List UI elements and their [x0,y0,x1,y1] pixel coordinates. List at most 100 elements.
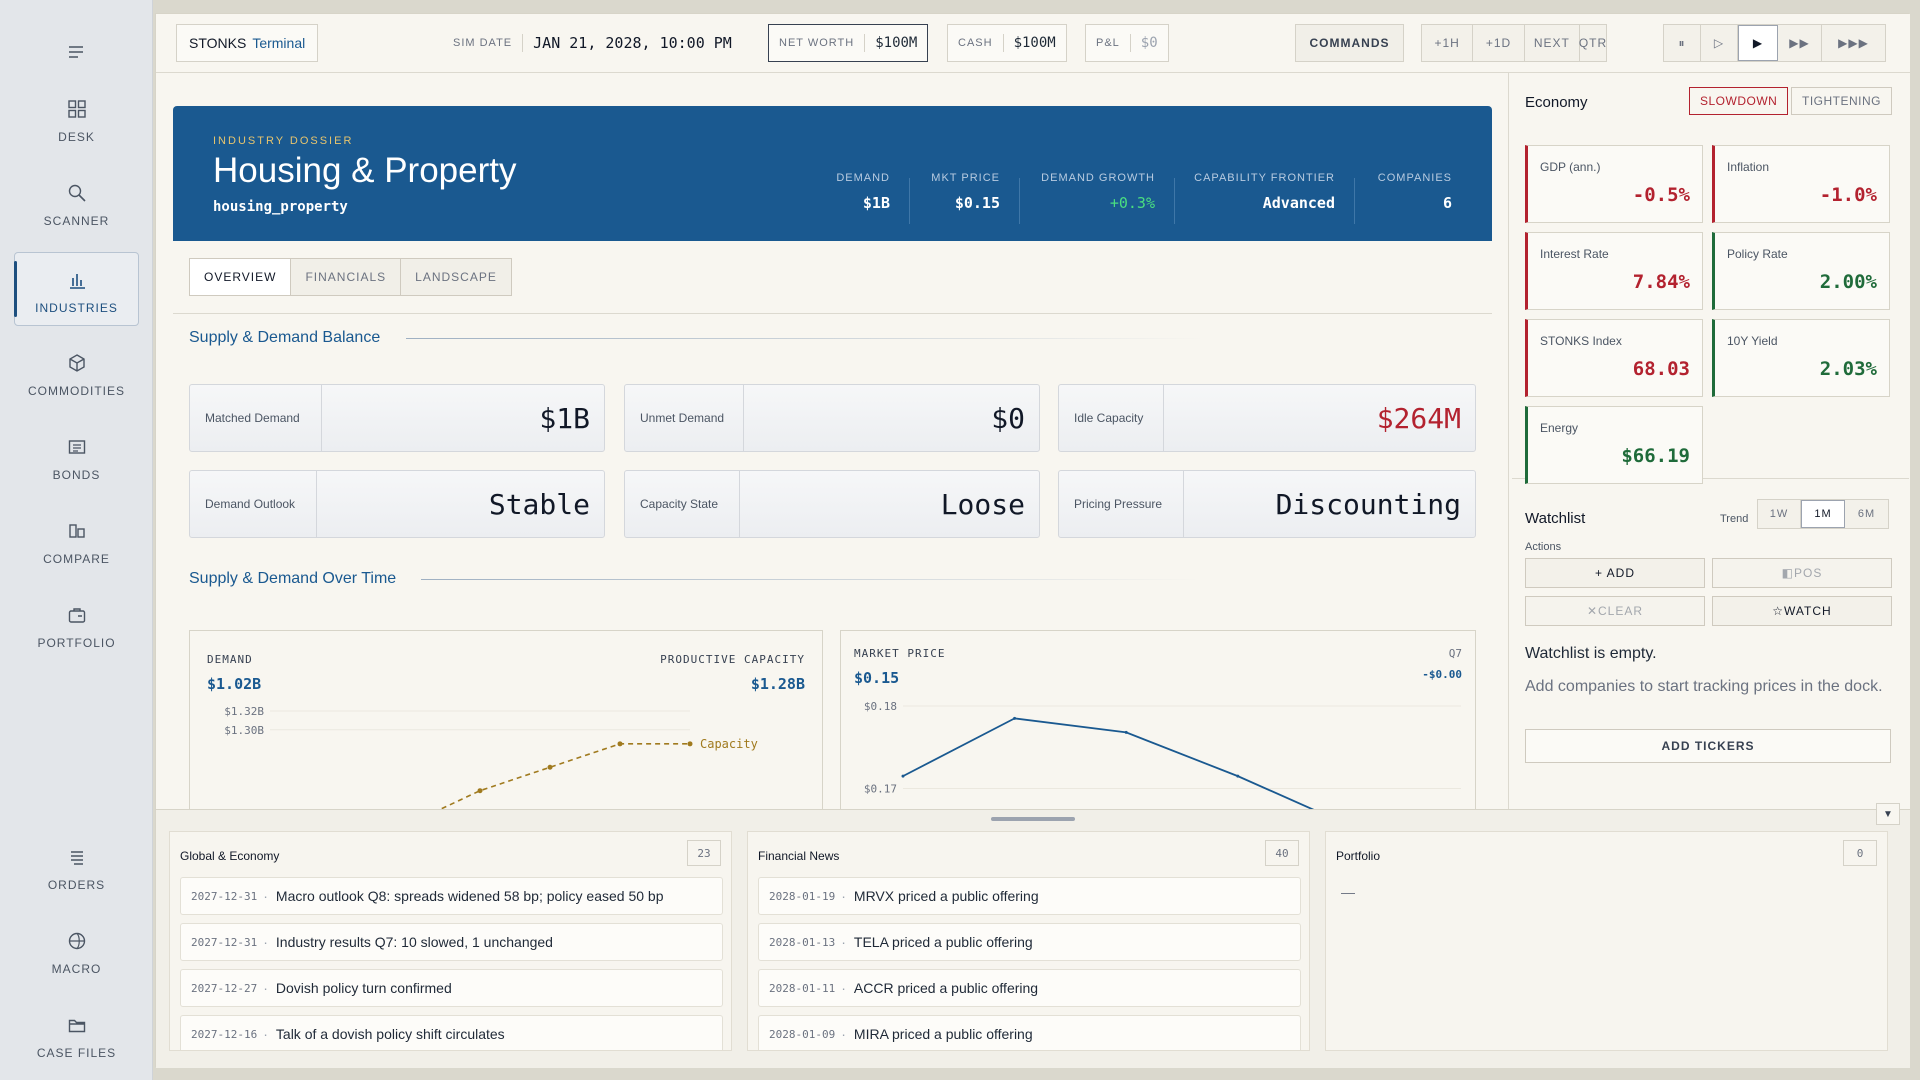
net-worth: NET WORTH $100M [768,24,929,62]
data-point [1236,774,1240,778]
document-icon [14,436,139,458]
news-date: 2028-01-13 [769,935,836,949]
watch-button[interactable]: ☆WATCH [1712,596,1892,626]
stat-label: COMPANIES [1377,172,1452,184]
folder-icon [14,1014,139,1036]
magnifier-icon [14,182,139,204]
news-item[interactable]: 2028-01-11 · ACCR priced a public offering [758,969,1301,1007]
commands-button[interactable]: COMMANDS [1295,24,1404,62]
position-button[interactable]: ◧POS [1712,558,1892,588]
pnl-label: P&L [1096,37,1120,49]
play-button[interactable]: ▶ [1738,25,1778,61]
portfolio-empty: — [1341,884,1355,900]
watchlist-empty-title: Watchlist is empty. [1525,645,1657,662]
data-point [617,741,623,747]
sidebar-item-portfolio[interactable]: PORTFOLIO [14,588,139,662]
step-next-button[interactable]: NEXT [1525,25,1580,61]
sidebar-item-macro[interactable]: MACRO [14,914,139,988]
dossier-eyebrow: INDUSTRY DOSSIER [213,135,354,147]
play-slow-button[interactable]: ▷ [1701,25,1738,61]
metric-value: Discounting [1275,487,1461,521]
tab-landscape[interactable]: LANDSCAPE [415,270,497,284]
metric-idle-capacity: Idle Capacity $264M [1058,384,1476,452]
pause-button[interactable]: ⏸ [1664,25,1701,61]
news-item[interactable]: 2028-01-19 · MRVX priced a public offering [758,877,1301,915]
metric-label: Matched Demand [205,411,300,425]
news-dock: ▼ Global & Economy 23 2027-12-31 · Macro o… [156,803,1910,1068]
news-item[interactable]: 2027-12-16 · Talk of a dovish policy shift… [180,1015,723,1050]
news-item[interactable]: 2027-12-31 · Industry results Q7: 10 slowe… [180,923,723,961]
sidebar-item-scanner[interactable]: SCANNER [14,166,139,240]
chart-plot: $1.32B$1.30B$1.20BCapacity [224,705,758,809]
metric-value: $0 [991,401,1025,435]
econ-label: 10Y Yield [1727,334,1778,348]
clear-button[interactable]: ✕CLEAR [1525,596,1705,626]
fast-button[interactable]: ▶▶ [1778,25,1822,61]
news-item[interactable]: 2028-01-09 · MIRA priced a public offering [758,1015,1301,1050]
column-title: Portfolio [1336,849,1381,863]
econ-card-energy: Energy $66.19 [1525,406,1703,484]
data-point [687,741,693,747]
step-1h-button[interactable]: +1H [1422,25,1474,61]
stat-value: Advanced [1262,194,1335,212]
trend-1w-button[interactable]: 1W [1758,500,1801,528]
menu-icon[interactable] [64,40,88,64]
econ-card-stonks-index: STONKS Index 68.03 [1525,319,1703,397]
y-tick-label: $1.30B [224,724,264,737]
stat-value: +0.3% [1109,194,1155,212]
tab-financials[interactable]: FINANCIALS [291,259,402,295]
dock-resize-handle[interactable] [991,817,1075,821]
sidebar-item-label: INDUSTRIES [35,301,118,315]
metric-value: $1B [539,401,590,435]
news-text: MRVX priced a public offering [853,888,1039,904]
step-1d-button[interactable]: +1D [1473,25,1525,61]
news-column-financial: Financial News 40 2028-01-19 · MRVX priced… [747,831,1310,1051]
metric-unmet-demand: Unmet Demand $0 [624,384,1040,452]
series-label: Capacity [700,737,758,751]
column-count: 0 [1843,840,1877,866]
econ-value: 2.03% [1819,358,1877,380]
fastest-button[interactable]: ▶▶▶ [1838,36,1869,50]
add-button[interactable]: + ADD [1525,558,1705,588]
chart-header-label: DEMAND [207,653,253,666]
collapse-dock-icon[interactable]: ▼ [1876,803,1900,825]
sidebar-item-industries[interactable]: INDUSTRIES [14,252,139,326]
sidebar-item-bonds[interactable]: BONDS [14,420,139,494]
step-qtr-button[interactable]: QTR [1578,36,1608,50]
trend-6m-button[interactable]: 6M [1857,508,1876,520]
sidebar-item-label: ORDERS [47,878,106,892]
trend-1m-button[interactable]: 1M [1801,500,1845,528]
data-point [901,774,905,778]
metric-demand-outlook: Demand Outlook Stable [189,470,605,538]
industry-title: Housing & Property [213,151,517,190]
stat-market-price: MKT PRICE $0.15 [931,172,1000,212]
news-item[interactable]: 2027-12-31 · Macro outlook Q8: spreads wid… [180,877,723,915]
sidebar-item-compare[interactable]: COMPARE [14,504,139,578]
column-title: Global & Economy [180,849,280,863]
y-tick-label: $0.17 [864,783,897,796]
sidebar-item-label: PORTFOLIO [37,636,116,650]
sidebar-item-case-files[interactable]: CASE FILES [14,998,139,1072]
add-tickers-button[interactable]: ADD TICKERS [1525,729,1891,763]
brand-sub: Terminal [252,35,306,51]
sidebar-item-label: CASE FILES [36,1046,117,1060]
news-item[interactable]: 2027-12-27 · Dovish policy turn confirmed [180,969,723,1007]
stat-label: MKT PRICE [931,172,1000,184]
data-point [547,764,553,770]
sidebar-item-orders[interactable]: ORDERS [14,830,139,904]
econ-value: 2.00% [1819,271,1877,293]
net-worth-value: $100M [875,35,918,51]
econ-label: STONKS Index [1540,334,1622,348]
industry-tabs: OVERVIEW FINANCIALS LANDSCAPE [189,258,512,296]
column-count: 23 [687,840,721,866]
sidebar-item-commodities[interactable]: COMMODITIES [14,336,139,410]
tab-overview[interactable]: OVERVIEW [190,259,292,295]
sidebar-item-desk[interactable]: DESK [14,82,139,156]
news-date: 2028-01-19 [769,889,836,903]
cash: CASH $100M [947,24,1067,62]
sidebar: DESK SCANNER INDUSTRIES COMMODITIES BOND… [0,0,153,1080]
sim-date-value: JAN 21, 2028, 10:00 PM [533,34,732,52]
tag-tightening: TIGHTENING [1791,87,1892,115]
news-item[interactable]: 2028-01-13 · TELA priced a public offering [758,923,1301,961]
right-panel: Economy SLOWDOWN TIGHTENING GDP (ann.) -… [1508,73,1910,809]
